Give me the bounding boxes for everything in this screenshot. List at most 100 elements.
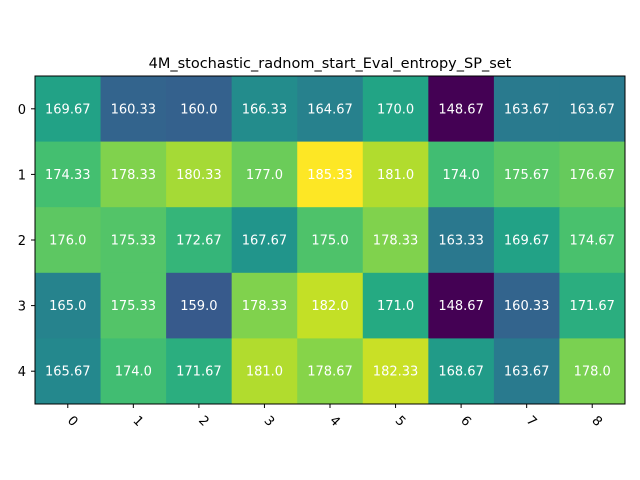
cell-label-r1-c7: 175.67 [504,168,550,183]
cell-label-r3-c5: 171.0 [377,299,414,314]
cell-label-r1-c1: 178.33 [111,168,157,183]
heatmap-cell-r4-c8 [559,338,626,405]
x-tick-label-5: 5 [392,413,408,429]
cell-label-r2-c7: 169.67 [504,234,550,249]
cell-label-r2-c6: 163.33 [438,234,484,249]
y-tick-label-3: 3 [18,300,26,315]
cell-label-r1-c4: 185.33 [307,168,353,183]
heatmap-cell-r3-c8 [559,272,626,339]
cell-label-r1-c5: 181.0 [377,168,414,183]
x-tick-label-0: 0 [64,413,80,429]
cell-label-r0-c4: 164.67 [307,102,353,117]
cell-label-r0-c2: 160.0 [180,102,217,117]
cell-label-r3-c7: 160.33 [504,299,550,314]
cell-label-r1-c8: 176.67 [569,168,615,183]
heatmap-cell-r0-c0 [35,76,102,143]
heatmap-cell-r1-c1 [100,141,167,208]
heatmap-cell-r3-c3 [231,272,298,339]
heatmap-cell-r4-c6 [428,338,495,405]
cell-label-r4-c0: 165.67 [45,365,91,380]
heatmap-cell-r2-c2 [166,207,233,274]
heatmap-cell-r1-c4 [297,141,364,208]
cell-label-r3-c0: 165.0 [49,299,86,314]
cell-label-r4-c1: 174.0 [115,365,152,380]
x-axis: 0 1 2 3 4 5 6 7 8 [64,404,605,430]
x-tick-label-2: 2 [195,413,211,429]
x-tick-label-7: 7 [523,413,539,429]
heatmap-cell-r4-c5 [362,338,429,405]
heatmap-cell-r3-c5 [362,272,429,339]
x-tick-label-8: 8 [588,413,604,429]
cell-label-r1-c0: 174.33 [45,168,91,183]
y-tick-label-0: 0 [18,103,26,118]
cell-label-r2-c4: 175.0 [311,234,348,249]
cell-label-r0-c3: 166.33 [242,102,288,117]
heatmap-cell-r3-c7 [493,272,560,339]
cell-label-r2-c8: 174.67 [569,234,615,249]
heatmap-cell-r4-c4 [297,338,364,405]
heatmap-cell-r0-c1 [100,76,167,143]
cell-label-r1-c6: 174.0 [443,168,480,183]
cell-label-r0-c0: 169.67 [45,102,91,117]
cell-label-r1-c3: 177.0 [246,168,283,183]
cell-label-r2-c3: 167.67 [242,234,288,249]
cell-label-r3-c3: 178.33 [242,299,288,314]
heatmap-cell-r4-c3 [231,338,298,405]
heatmap-cell-r1-c0 [35,141,102,208]
cell-label-r0-c8: 163.67 [569,102,615,117]
cell-label-r4-c4: 178.67 [307,365,353,380]
heatmap-cell-r4-c7 [493,338,560,405]
heatmap-cell-r3-c4 [297,272,364,339]
y-axis: 0 1 2 3 4 [18,103,35,380]
heatmap-cell-r1-c3 [231,141,298,208]
heatmap-cell-r3-c2 [166,272,233,339]
heatmap-cell-labels: 169.67 160.33 160.0 166.33 164.67 170.0 148.67… [45,102,615,379]
cell-label-r3-c1: 175.33 [111,299,157,314]
cell-label-r2-c2: 172.67 [176,234,222,249]
heatmap-cell-r1-c8 [559,141,626,208]
heatmap-cell-r0-c5 [362,76,429,143]
y-tick-label-1: 1 [18,168,26,183]
heatmap-cell-r2-c1 [100,207,167,274]
heatmap-cells [35,76,626,405]
cell-label-r2-c5: 178.33 [373,234,419,249]
heatmap-cell-r4-c0 [35,338,102,405]
heatmap-cell-r3-c1 [100,272,167,339]
heatmap-cell-r2-c0 [35,207,102,274]
heatmap-cell-r2-c6 [428,207,495,274]
cell-label-r0-c7: 163.67 [504,102,550,117]
cell-label-r4-c7: 163.67 [504,365,550,380]
heatmap-cell-r3-c6 [428,272,495,339]
heatmap-cell-r0-c4 [297,76,364,143]
heatmap-cell-r0-c6 [428,76,495,143]
heatmap-cell-r2-c4 [297,207,364,274]
heatmap-cell-r2-c7 [493,207,560,274]
heatmap-cell-r2-c5 [362,207,429,274]
x-tick-label-4: 4 [326,413,342,429]
heatmap-cell-r0-c8 [559,76,626,143]
heatmap-cell-r0-c2 [166,76,233,143]
cell-label-r0-c1: 160.33 [111,102,157,117]
cell-label-r0-c6: 148.67 [438,102,484,117]
cell-label-r2-c1: 175.33 [111,234,157,249]
heatmap-cell-r2-c3 [231,207,298,274]
y-tick-label-2: 2 [18,234,26,249]
x-tick-label-6: 6 [457,413,473,429]
cell-label-r4-c5: 182.33 [373,365,419,380]
cell-label-r3-c8: 171.67 [569,299,615,314]
heatmap-cell-r0-c7 [493,76,560,143]
cell-label-r3-c4: 182.0 [311,299,348,314]
heatmap-cell-r4-c1 [100,338,167,405]
heatmap-cell-r1-c7 [493,141,560,208]
heatmap-cell-r1-c5 [362,141,429,208]
cell-label-r4-c6: 168.67 [438,365,484,380]
cell-label-r4-c3: 181.0 [246,365,283,380]
cell-label-r4-c2: 171.67 [176,365,222,380]
y-tick-label-4: 4 [18,365,26,380]
cell-label-r1-c2: 180.33 [176,168,222,183]
heatmap-cell-r2-c8 [559,207,626,274]
cell-label-r0-c5: 170.0 [377,102,414,117]
chart-title: 4M_stochastic_radnom_start_Eval_entropy_… [149,56,512,72]
x-tick-label-1: 1 [130,413,146,429]
